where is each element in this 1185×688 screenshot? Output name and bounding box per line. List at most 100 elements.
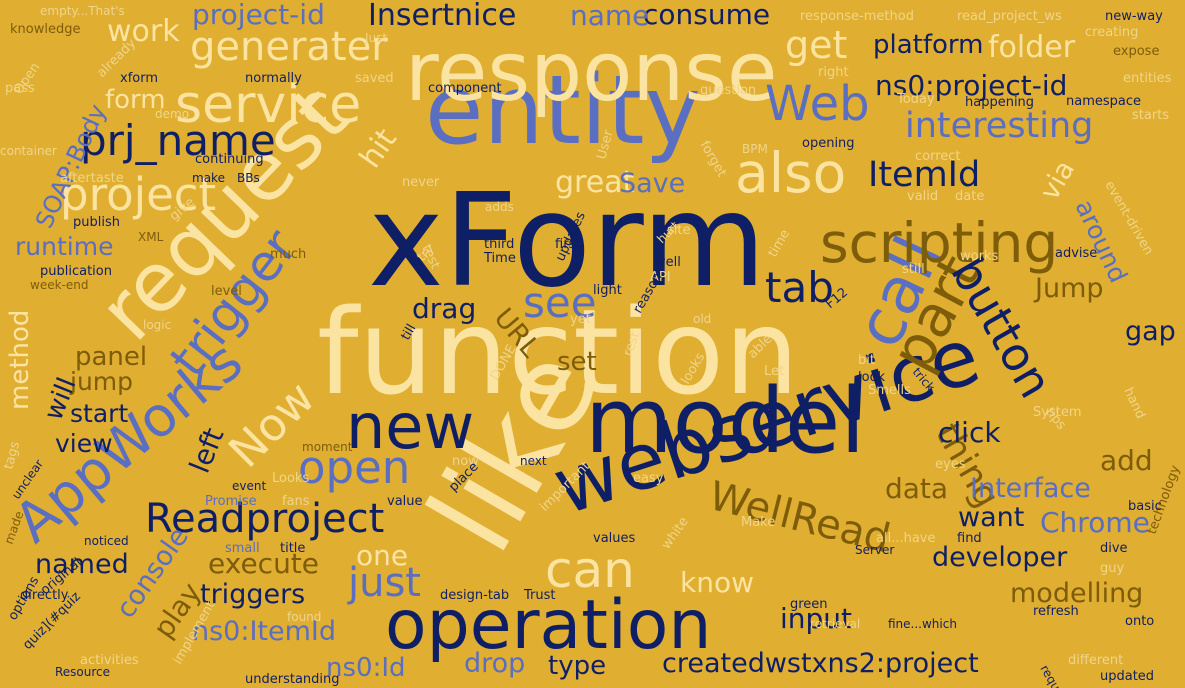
cloud-word-181: small [225,541,260,556]
cloud-word-57: method [5,310,35,410]
cloud-word-47: via [1034,155,1081,205]
cloud-word-173: Promise [205,494,257,509]
cloud-word-54: gap [1125,316,1176,347]
cloud-word-43: form [105,85,166,115]
cloud-word-73: triggers [200,579,305,610]
cloud-word-186: all...have [876,531,935,546]
cloud-word-36: project-id [192,0,325,31]
cloud-word-39: Insertnice [368,0,516,33]
cloud-word-174: fans [282,494,310,509]
cloud-word-5: model [585,369,865,474]
cloud-word-112: correct [915,149,961,164]
cloud-word-153: bit [858,353,875,368]
cloud-word-127: first [555,237,580,252]
cloud-word-122: valid [907,189,938,204]
cloud-word-205: Resource [55,665,110,679]
cloud-word-176: basic [1128,499,1162,514]
cloud-word-104: demo [155,107,189,121]
cloud-word-40: consume [643,0,770,31]
cloud-word-126: third [484,237,514,252]
cloud-word-195: found [287,610,321,624]
cloud-word-14: new [346,390,474,463]
cloud-word-38: folder [988,30,1076,65]
cloud-word-30: just [347,560,421,606]
cloud-word-115: make [192,171,225,185]
cloud-word-169: Looks [272,471,309,486]
cloud-word-94: starts [1132,108,1169,123]
cloud-word-55: panel [75,342,147,372]
cloud-word-128: site [667,223,690,238]
cloud-word-41: name [570,0,649,32]
cloud-word-157: hand [1120,385,1147,421]
cloud-word-78: input [780,602,852,635]
cloud-word-145: logic [143,318,171,332]
cloud-word-154: look [858,370,886,385]
cloud-word-141: week-end [30,278,88,292]
cloud-word-155: Smells [868,383,911,398]
cloud-word-138: API [650,270,671,285]
cloud-word-149: till [398,322,419,343]
cloud-word-111: BPM [742,142,768,156]
cloud-word-105: Today [896,92,935,107]
cloud-word-42: work [107,14,180,49]
cloud-word-20: open [298,441,410,494]
cloud-word-131: Time [483,251,516,266]
cloud-word-89: new-way [1105,9,1163,24]
cloud-word-200: retrieval [810,617,860,631]
cloud-word-179: Make [741,515,775,530]
cloud-word-11: service [175,75,361,135]
cloud-word-92: entities [1123,71,1172,86]
cloud-word-135: works [960,249,998,264]
cloud-word-70: one [356,539,408,572]
cloud-word-202: onto [1125,614,1154,629]
cloud-word-56: set [557,347,597,377]
cloud-word-61: view [55,429,113,458]
cloud-word-106: happening [965,95,1034,110]
cloud-word-82: createdwstxns2:project [662,648,979,679]
cloud-word-166: eyes [935,457,966,472]
cloud-word-142: light [593,283,622,298]
cloud-word-97: normally [245,71,302,86]
cloud-word-69: developer [932,542,1068,573]
cloud-word-63: click [938,416,1001,449]
cloud-word-144: level [211,284,242,299]
cloud-word-45: great [555,165,635,200]
cloud-word-67: want [958,502,1024,533]
cloud-word-175: value [387,494,423,509]
cloud-word-196: green [790,597,828,612]
cloud-word-165: next [520,454,547,468]
cloud-word-185: Server [855,543,894,557]
cloud-word-187: dive [1100,541,1128,556]
cloud-word-206: understanding [245,672,340,687]
cloud-word-98: saved [355,71,394,86]
cloud-word-183: values [593,531,636,546]
cloud-word-88: read_project_ws [957,9,1062,24]
cloud-word-193: Trust [523,588,555,603]
cloud-word-22: Readproject [145,496,384,542]
cloud-word-207: different [1068,653,1123,668]
cloud-word-160: tags [1,440,23,471]
cloud-word-84: empty...That's [40,4,125,18]
cloud-word-129: much [270,247,306,262]
cloud-word-53: Jump [1033,273,1104,304]
cloud-word-192: design-tab [440,588,509,603]
cloud-word-90: creating [1085,25,1138,40]
cloud-word-80: drop [464,648,525,679]
cloud-word-85: knowledge [10,22,80,37]
cloud-word-182: title [280,541,305,556]
cloud-word-83: ns0:Id [326,653,406,683]
cloud-word-50: runtime [15,232,113,261]
cloud-word-140: publication [40,264,112,279]
cloud-word-107: container [0,144,57,158]
cloud-word-180: noticed [84,534,129,548]
cloud-word-37: platform [873,30,983,60]
cloud-word-99: component [428,81,502,96]
cloud-word-161: System [1033,405,1081,420]
cloud-word-58: jump [69,367,133,396]
cloud-word-119: publish [73,215,120,230]
cloud-word-147: old [693,312,711,326]
cloud-word-148: yet [570,312,591,327]
cloud-word-103: Open [11,60,43,97]
cloud-word-109: opening [802,136,855,151]
cloud-word-2: function [317,283,799,421]
